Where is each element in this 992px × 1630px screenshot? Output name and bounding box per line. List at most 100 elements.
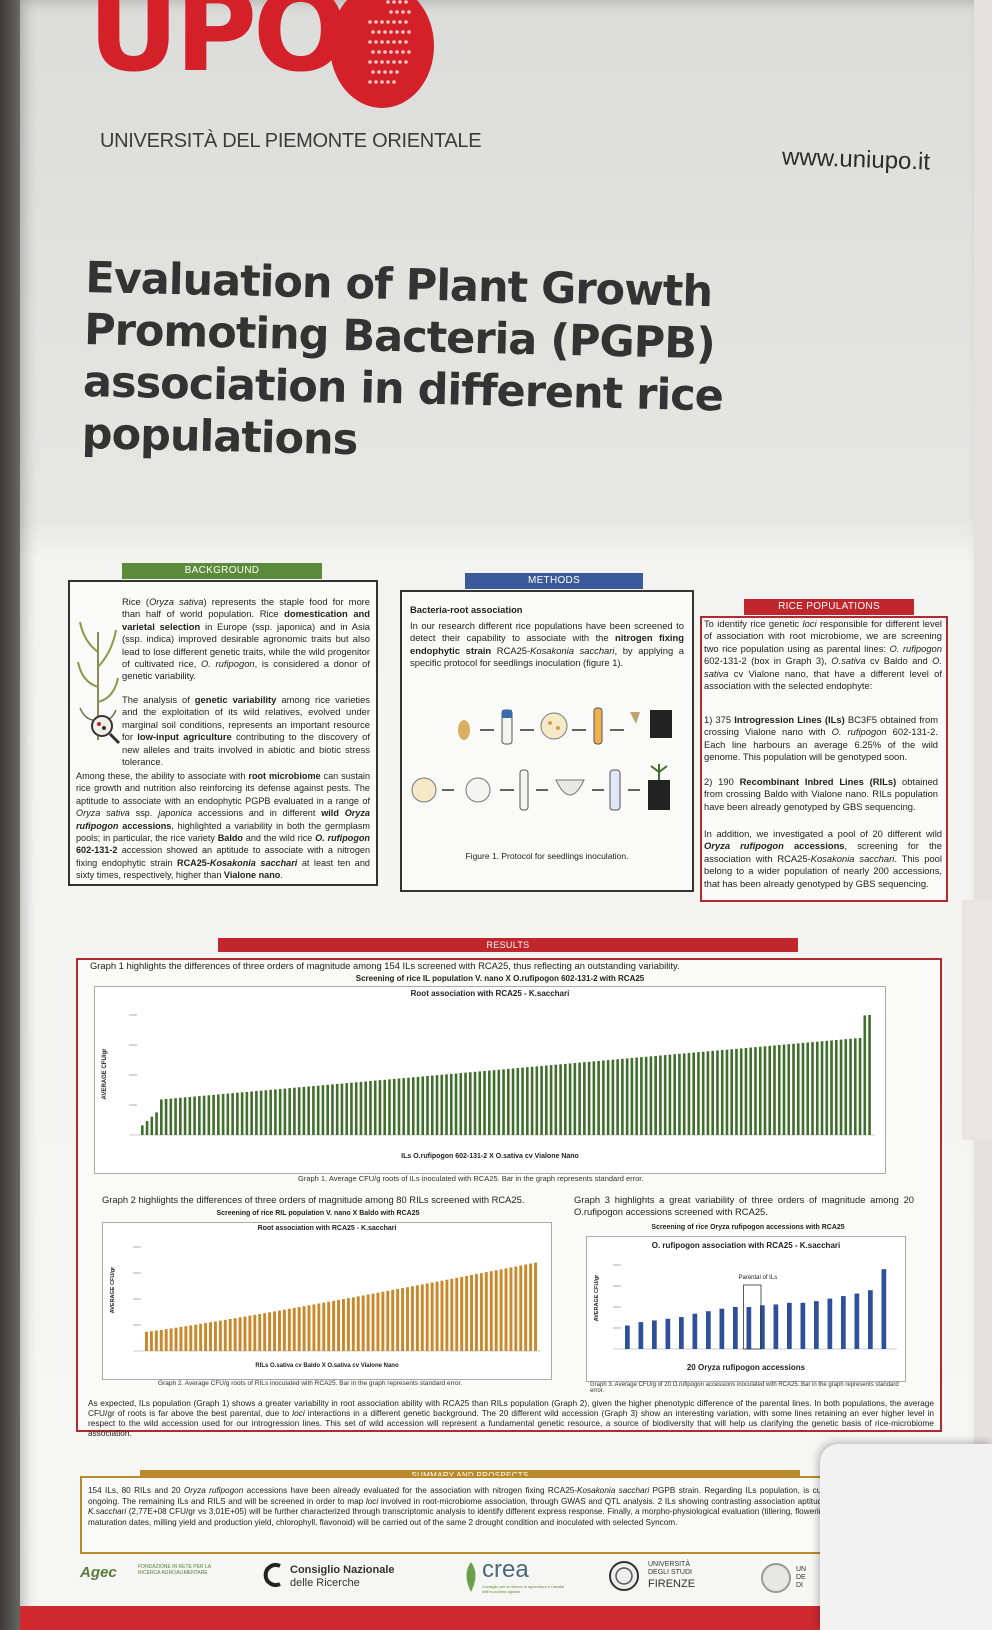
- unifi-seal-icon: [609, 1561, 639, 1591]
- logo-dot: [386, 0, 390, 4]
- chart-bar: [806, 1042, 810, 1135]
- logo-dot: [368, 80, 372, 84]
- chart-bar: [489, 1271, 493, 1351]
- graph2-intro: Graph 2 highlights the differences of th…: [102, 1194, 525, 1205]
- unifi-line3: FIRENZE: [648, 1578, 696, 1590]
- chart-bar: [420, 1284, 424, 1351]
- chart-bar: [492, 1070, 496, 1135]
- chart-bar: [410, 1286, 414, 1351]
- logo-dot: [407, 10, 411, 14]
- crea-leaf-icon: [466, 1562, 476, 1592]
- chart-bar: [174, 1098, 177, 1135]
- chart-bar: [526, 1067, 529, 1135]
- chart-bar: [630, 1058, 634, 1135]
- chart-bar: [411, 1077, 415, 1135]
- chart-bar: [369, 1081, 372, 1135]
- university-seal-icon: [761, 1563, 791, 1593]
- chart-bar: [754, 1047, 757, 1135]
- chart-bar: [356, 1296, 360, 1351]
- logo-dot: [395, 70, 399, 74]
- cnr-line1: Consiglio Nazionale: [290, 1564, 395, 1576]
- chart-bar: [364, 1081, 368, 1135]
- chart-bar: [169, 1328, 173, 1351]
- chart-bar: [839, 1039, 843, 1135]
- graph1-frame: Root association with RCA25 - K.sacchari…: [94, 986, 886, 1174]
- chart-bar: [825, 1040, 829, 1135]
- chart-bar: [307, 1086, 310, 1135]
- chart-bar: [820, 1041, 824, 1135]
- chart-bar: [302, 1306, 306, 1351]
- chart-bar: [179, 1097, 182, 1135]
- chart-bar: [465, 1275, 469, 1351]
- chart-bar: [440, 1074, 444, 1135]
- logo-dot: [392, 40, 396, 44]
- graph1-plot: [129, 1014, 875, 1136]
- chart-bar: [430, 1282, 434, 1351]
- chart-bar: [625, 1325, 630, 1349]
- chart-bar: [706, 1311, 711, 1349]
- chart-bar: [326, 1084, 329, 1135]
- piemonte-map-icon: [368, 0, 411, 84]
- chart-bar: [297, 1087, 301, 1135]
- logo-dot: [404, 60, 408, 64]
- chart-bar: [397, 1078, 401, 1135]
- chart-bar: [292, 1307, 296, 1351]
- chart-bar: [164, 1329, 168, 1351]
- logo-dot: [404, 20, 408, 24]
- chart-bar: [231, 1093, 234, 1135]
- chart-bar: [297, 1307, 301, 1351]
- cnr-line2: delle Ricerche: [290, 1577, 360, 1589]
- chart-bar: [621, 1058, 624, 1135]
- chart-bar: [402, 1078, 406, 1135]
- graph3-suptitle: Screening of rice Oryza rufipogon access…: [651, 1224, 845, 1231]
- chart-bar: [509, 1267, 513, 1351]
- chart-bar: [421, 1076, 425, 1135]
- chart-bar: [366, 1294, 370, 1351]
- background-p3: Among these, the ability to associate wi…: [76, 771, 370, 881]
- chart-bar: [460, 1276, 464, 1351]
- logo-dot: [389, 10, 393, 14]
- graph2-frame: Root association with RCA25 - K.sacchari…: [102, 1222, 552, 1380]
- chart-bar: [749, 1047, 753, 1135]
- chart-bar: [245, 1091, 249, 1135]
- chart-bar: [253, 1314, 257, 1351]
- rice-p2: In addition, we investigated a pool of 2…: [704, 828, 942, 889]
- logo-dot: [392, 0, 396, 4]
- logo-dot: [404, 0, 408, 4]
- chart-bar: [854, 1293, 860, 1349]
- chart-bar: [733, 1307, 738, 1349]
- chart-bar: [183, 1097, 187, 1135]
- chart-bar: [160, 1099, 163, 1135]
- chart-bar: [259, 1090, 263, 1135]
- graph1-caption: Graph 1. Average CFU/g roots of ILs inoc…: [298, 1174, 644, 1183]
- stand-pole: [0, 0, 20, 1630]
- chart-bar: [692, 1313, 698, 1349]
- chart-bar: [514, 1266, 518, 1351]
- chart-bar: [361, 1295, 365, 1351]
- chart-bar: [487, 1070, 491, 1135]
- chart-bar: [212, 1094, 215, 1135]
- graph3-plot: Parental of ILs: [613, 1264, 897, 1350]
- chart-bar: [611, 1059, 615, 1135]
- chart-bar: [243, 1316, 247, 1351]
- chart-bar: [763, 1046, 767, 1135]
- chart-bar: [530, 1066, 534, 1135]
- chart-bar: [273, 1311, 277, 1351]
- chart-bar: [238, 1317, 242, 1351]
- logo-dot: [377, 70, 381, 74]
- chart-bar: [302, 1086, 306, 1135]
- logo-dot: [395, 30, 399, 34]
- logo-dot: [380, 40, 384, 44]
- chart-bar: [649, 1056, 653, 1135]
- protocol-row-2: [411, 764, 670, 811]
- chart-bar: [787, 1044, 791, 1135]
- chart-bar: [440, 1280, 444, 1351]
- methods-box: Bacteria-root association In our researc…: [400, 590, 694, 892]
- chart-bar: [827, 1298, 833, 1349]
- chart-bar: [346, 1298, 350, 1351]
- logo-dot: [371, 30, 375, 34]
- chart-bar: [317, 1303, 321, 1351]
- chart-bar: [811, 1042, 814, 1135]
- graph1-title: Root association with RCA25 - K.sacchari: [410, 989, 570, 998]
- chart-bar: [354, 1082, 358, 1135]
